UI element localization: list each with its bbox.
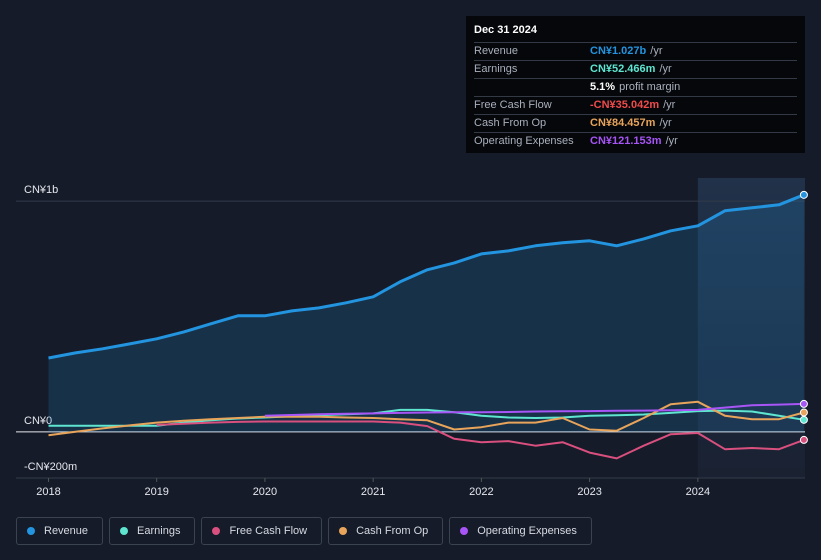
x-tick-label: 2022 xyxy=(469,486,493,498)
line xyxy=(264,402,804,417)
end-dot xyxy=(799,415,808,424)
line xyxy=(156,420,805,460)
tooltip: Dec 31 2024 Revenue CN¥1.027b/yr Earnings CN… xyxy=(466,16,805,153)
y-tick-label: CN¥1b xyxy=(24,184,58,196)
line xyxy=(48,400,805,437)
legend-item[interactable]: Operating Expenses xyxy=(449,517,592,545)
legend-label: Cash From Op xyxy=(356,525,429,537)
tooltip-suffix: profit margin xyxy=(619,81,681,93)
x-tick-label: 2023 xyxy=(577,486,601,498)
tooltip-label: Cash From Op xyxy=(474,117,547,129)
tooltip-label: Free Cash Flow xyxy=(474,99,552,111)
tooltip-label: Operating Expenses xyxy=(474,135,574,147)
tooltip-value: CN¥121.153m xyxy=(590,135,662,147)
tooltip-value: CN¥52.466m xyxy=(590,63,656,75)
end-dot xyxy=(799,435,808,444)
chart: -CN¥200m CN¥0 CN¥1b 2018 2019 2020 2021 2022 202… xyxy=(16,178,808,498)
end-dot xyxy=(799,190,808,199)
y-tick-label: -CN¥200m xyxy=(24,461,77,473)
tooltip-label: Earnings xyxy=(474,63,518,75)
x-tick-label: 2024 xyxy=(686,486,710,498)
tooltip-value: CN¥84.457m xyxy=(590,117,656,129)
tooltip-row: Operating Expenses CN¥121.153m/yr xyxy=(474,132,797,150)
tooltip-value: -CN¥35.042m xyxy=(590,99,660,111)
tooltip-row: 5.1% profit margin xyxy=(474,78,797,96)
legend-item[interactable]: Cash From Op xyxy=(328,517,444,545)
legend: Revenue Earnings Free Cash Flow Cash From O… xyxy=(16,517,592,545)
legend-label: Revenue xyxy=(44,525,89,537)
tooltip-label: Revenue xyxy=(474,45,519,57)
area xyxy=(48,194,804,432)
x-tick-label: 2019 xyxy=(144,486,168,498)
line xyxy=(48,193,805,360)
legend-label: Operating Expenses xyxy=(477,525,577,537)
legend-label: Earnings xyxy=(137,525,181,537)
highlight-region xyxy=(697,178,805,478)
legend-dot xyxy=(212,527,221,535)
tooltip-row: Cash From Op CN¥84.457m/yr xyxy=(474,114,797,132)
x-tick-label: 2020 xyxy=(253,486,277,498)
x-tick-label: 2021 xyxy=(361,486,385,498)
end-dot xyxy=(799,408,808,417)
tooltip-suffix: /yr xyxy=(659,63,672,75)
y-tick-label: CN¥0 xyxy=(24,415,52,427)
tooltip-suffix: /yr xyxy=(663,99,676,111)
tooltip-label xyxy=(474,79,590,96)
tooltip-date: Dec 31 2024 xyxy=(474,24,537,36)
tooltip-row: Revenue CN¥1.027b/yr xyxy=(474,42,797,60)
legend-label: Free Cash Flow xyxy=(229,525,308,537)
legend-item[interactable]: Revenue xyxy=(16,517,104,545)
tooltip-suffix: /yr xyxy=(665,135,678,147)
legend-dot xyxy=(460,527,469,535)
tooltip-row: Earnings CN¥52.466m/yr xyxy=(474,60,797,78)
tooltip-suffix: /yr xyxy=(659,117,672,129)
end-dot xyxy=(799,399,808,408)
tooltip-suffix: /yr xyxy=(650,45,663,57)
tooltip-value: 5.1% xyxy=(590,81,616,93)
x-tick-label: 2018 xyxy=(36,486,60,498)
legend-dot xyxy=(120,527,129,535)
tooltip-row: Free Cash Flow -CN¥35.042m/yr xyxy=(474,96,797,114)
legend-dot xyxy=(339,527,348,535)
legend-dot xyxy=(27,527,35,535)
legend-item[interactable]: Earnings xyxy=(109,517,196,545)
tooltip-value: CN¥1.027b xyxy=(590,45,647,57)
legend-item[interactable]: Free Cash Flow xyxy=(201,517,323,545)
